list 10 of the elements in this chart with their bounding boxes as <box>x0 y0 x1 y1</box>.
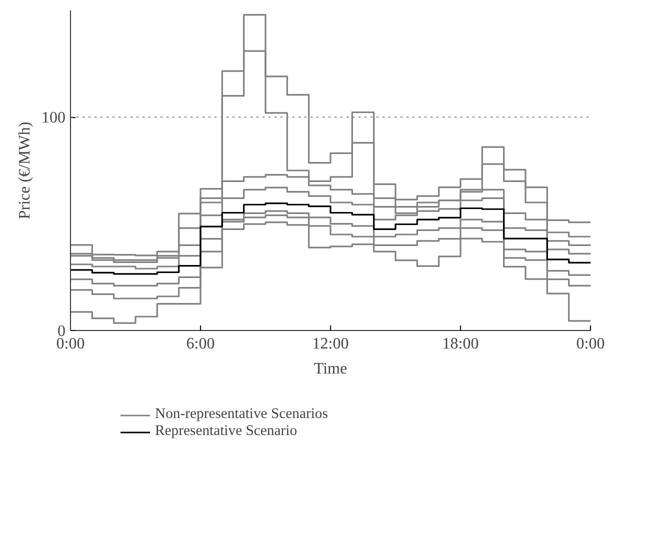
x-tick-label: 0:00 <box>576 336 605 352</box>
y-tick-label: 100 <box>42 110 66 127</box>
legend-label: Representative Scenario <box>155 423 298 440</box>
x-tick-label: 18:00 <box>442 336 479 352</box>
legend-label: Non-representative Scenarios <box>155 406 328 423</box>
x-axis-title: Time <box>314 360 348 378</box>
y-axis-title: Price (€/MWh) <box>16 122 34 220</box>
x-tick-label: 6:00 <box>186 336 215 352</box>
x-tick-label: 0:00 <box>56 336 85 352</box>
x-tick-label: 12:00 <box>312 336 349 352</box>
